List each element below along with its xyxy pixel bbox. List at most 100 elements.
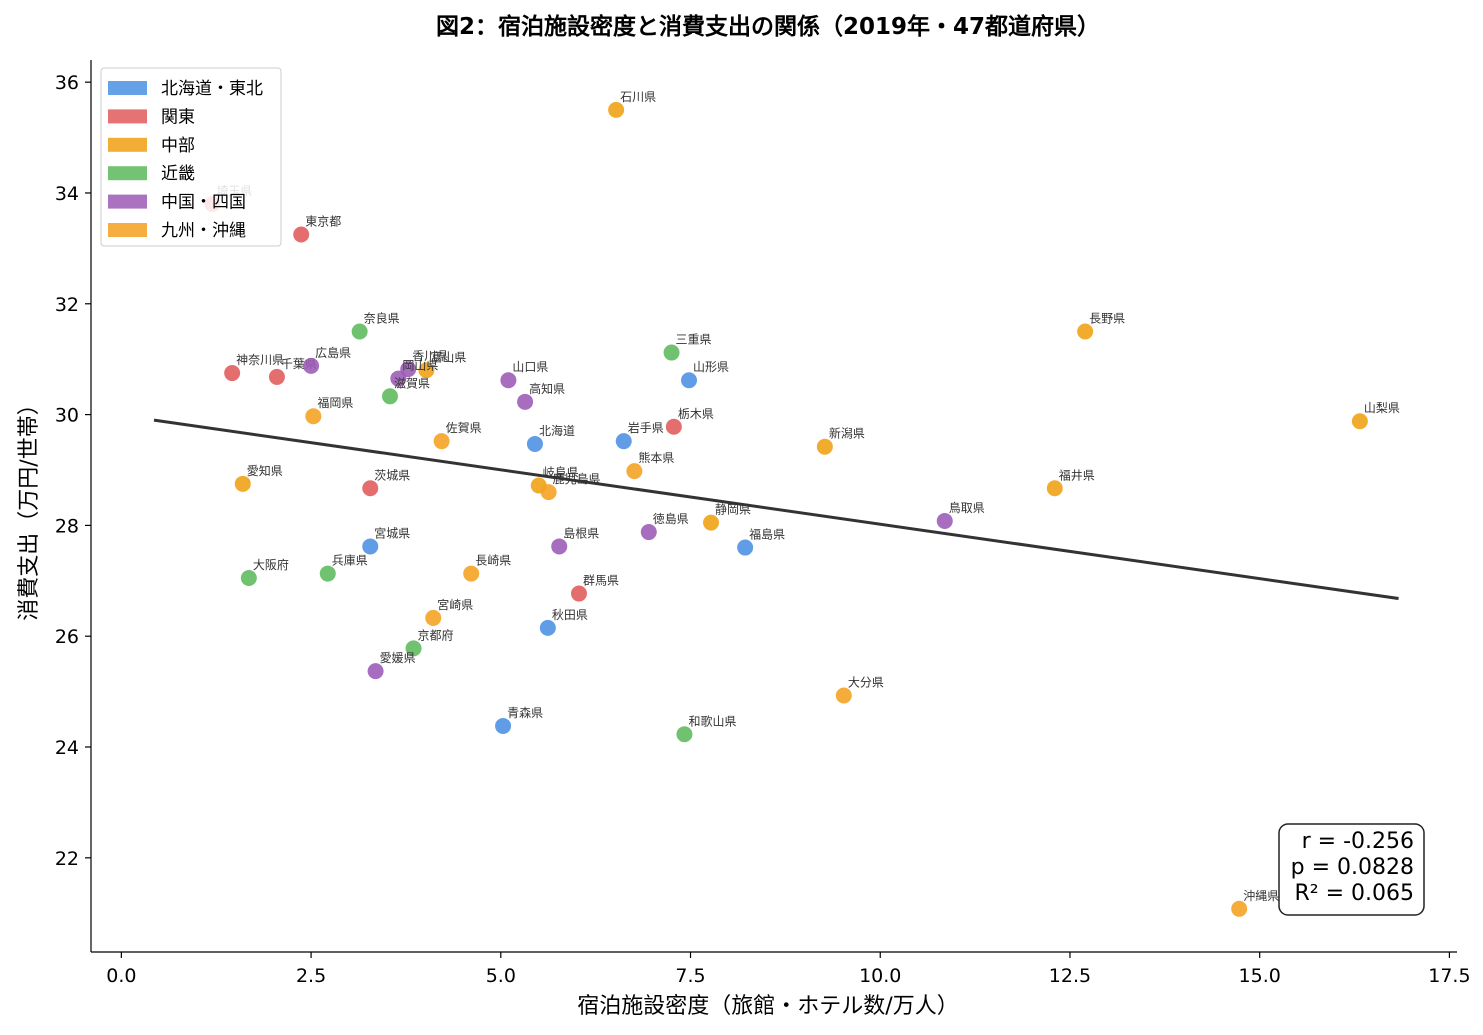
legend-swatch <box>108 166 147 181</box>
data-point <box>1077 323 1094 340</box>
point-label: 北海道 <box>539 423 575 438</box>
y-tick-label: 26 <box>55 626 79 648</box>
y-axis-title: 消費支出（万円/世帯） <box>17 393 42 620</box>
point-label: 香川県 <box>412 349 448 363</box>
legend-entry: 九州・沖縄 <box>161 221 246 241</box>
point-label: 山形県 <box>693 360 729 374</box>
x-tick-label: 12.5 <box>1049 965 1091 987</box>
y-tick-label: 34 <box>55 183 79 205</box>
y-tick-label: 28 <box>55 515 79 537</box>
point-label: 神奈川県 <box>236 353 284 367</box>
point-label: 愛媛県 <box>380 651 416 665</box>
data-point <box>526 435 543 452</box>
point-label: 岡山県 <box>402 359 438 373</box>
data-point <box>305 408 322 425</box>
point-label: 福島県 <box>749 527 785 542</box>
data-point <box>418 362 435 379</box>
x-tick-label: 15.0 <box>1239 965 1281 987</box>
point-label: 島根県 <box>563 525 599 540</box>
data-point <box>433 433 450 450</box>
legend-swatch <box>108 109 147 124</box>
x-axis-title: 宿泊施設密度（旅館・ホテル数/万人） <box>577 994 958 1019</box>
point-label: 東京都 <box>305 215 341 229</box>
data-point <box>835 687 852 704</box>
plot-area: 0.0 2.5 5.0 7.5 10.0 12.5 15.0 17.5 22 24 26 28 30 32… <box>55 60 1471 987</box>
point-label: 岩手県 <box>628 420 664 435</box>
data-point <box>539 619 556 636</box>
x-tick-label: 10.0 <box>859 965 901 987</box>
data-point <box>663 344 680 361</box>
data-point <box>405 640 422 657</box>
stats-frame <box>1278 823 1425 916</box>
data-point <box>517 393 534 410</box>
data-point <box>551 538 568 555</box>
legend-entry: 中部 <box>161 136 195 156</box>
data-point <box>319 565 336 582</box>
legend-entry: 関東 <box>161 107 195 127</box>
data-point <box>303 357 320 374</box>
data-point <box>500 372 517 389</box>
data-point <box>608 101 625 118</box>
point-label: 滋賀県 <box>394 376 430 390</box>
legend-entry: 近畿 <box>161 164 195 184</box>
y-tick-label: 32 <box>55 294 79 316</box>
data-point <box>681 372 698 389</box>
point-label: 奈良県 <box>364 310 400 325</box>
point-label: 佐賀県 <box>446 421 482 435</box>
regression-line <box>153 418 1399 601</box>
data-point <box>425 609 442 626</box>
point-label: 青森県 <box>507 705 543 720</box>
stats-line: p = 0.0828 <box>1291 855 1414 880</box>
stats-line: r = -0.256 <box>1302 829 1414 854</box>
data-point <box>268 368 285 385</box>
point-label: 新潟県 <box>829 426 865 441</box>
y-tick-label: 36 <box>55 72 79 94</box>
data-point <box>816 438 833 455</box>
point-label: 徳島県 <box>653 511 689 526</box>
y-tick-label: 22 <box>55 848 79 870</box>
point-label: 福岡県 <box>317 395 353 410</box>
y-tick-label: 24 <box>55 737 79 759</box>
data-point <box>351 323 368 340</box>
point-label: 京都府 <box>418 627 454 642</box>
point-label: 静岡県 <box>715 503 751 517</box>
data-point <box>495 717 512 734</box>
x-tick-label: 7.5 <box>675 965 705 987</box>
point-label: 鹿児島県 <box>553 471 601 486</box>
data-point <box>540 484 557 501</box>
data-point <box>362 480 379 497</box>
point-label: 岐阜県 <box>543 466 579 480</box>
chart-title: 図2：宿泊施設密度と消費支出の関係（2019年・47都道府県） <box>436 13 1100 40</box>
legend-swatch <box>108 223 147 237</box>
point-label: 長崎県 <box>475 554 511 568</box>
point-label: 高知県 <box>529 381 565 396</box>
data-point <box>1046 480 1063 497</box>
point-label: 宮崎県 <box>437 597 473 612</box>
x-tick-label: 17.5 <box>1428 965 1470 987</box>
data-point <box>615 433 632 450</box>
x-tick-label: 5.0 <box>486 965 516 987</box>
stats-line: R² = 0.065 <box>1294 881 1414 906</box>
point-label: 石川県 <box>620 90 656 104</box>
x-tick-label: 2.5 <box>296 965 326 987</box>
legend-swatch <box>108 137 147 152</box>
point-label: 宮城県 <box>374 525 410 540</box>
point-label: 沖縄県 <box>1243 888 1279 903</box>
point-label: 山口県 <box>512 360 548 374</box>
point-label: 大分県 <box>848 675 884 689</box>
data-point <box>1231 900 1248 917</box>
point-label: 兵庫県 <box>332 554 368 568</box>
point-label: 愛知県 <box>247 464 283 478</box>
y-tick-label: 30 <box>55 405 79 427</box>
point-label: 鳥取県 <box>949 500 985 515</box>
data-point <box>626 463 643 480</box>
legend-entry: 中国・四国 <box>161 193 246 213</box>
data-point <box>665 418 682 435</box>
data-point <box>936 512 953 529</box>
data-point <box>640 524 657 541</box>
data-point <box>1351 413 1368 430</box>
legend-swatch <box>108 194 147 209</box>
point-label: 群馬県 <box>583 574 619 588</box>
